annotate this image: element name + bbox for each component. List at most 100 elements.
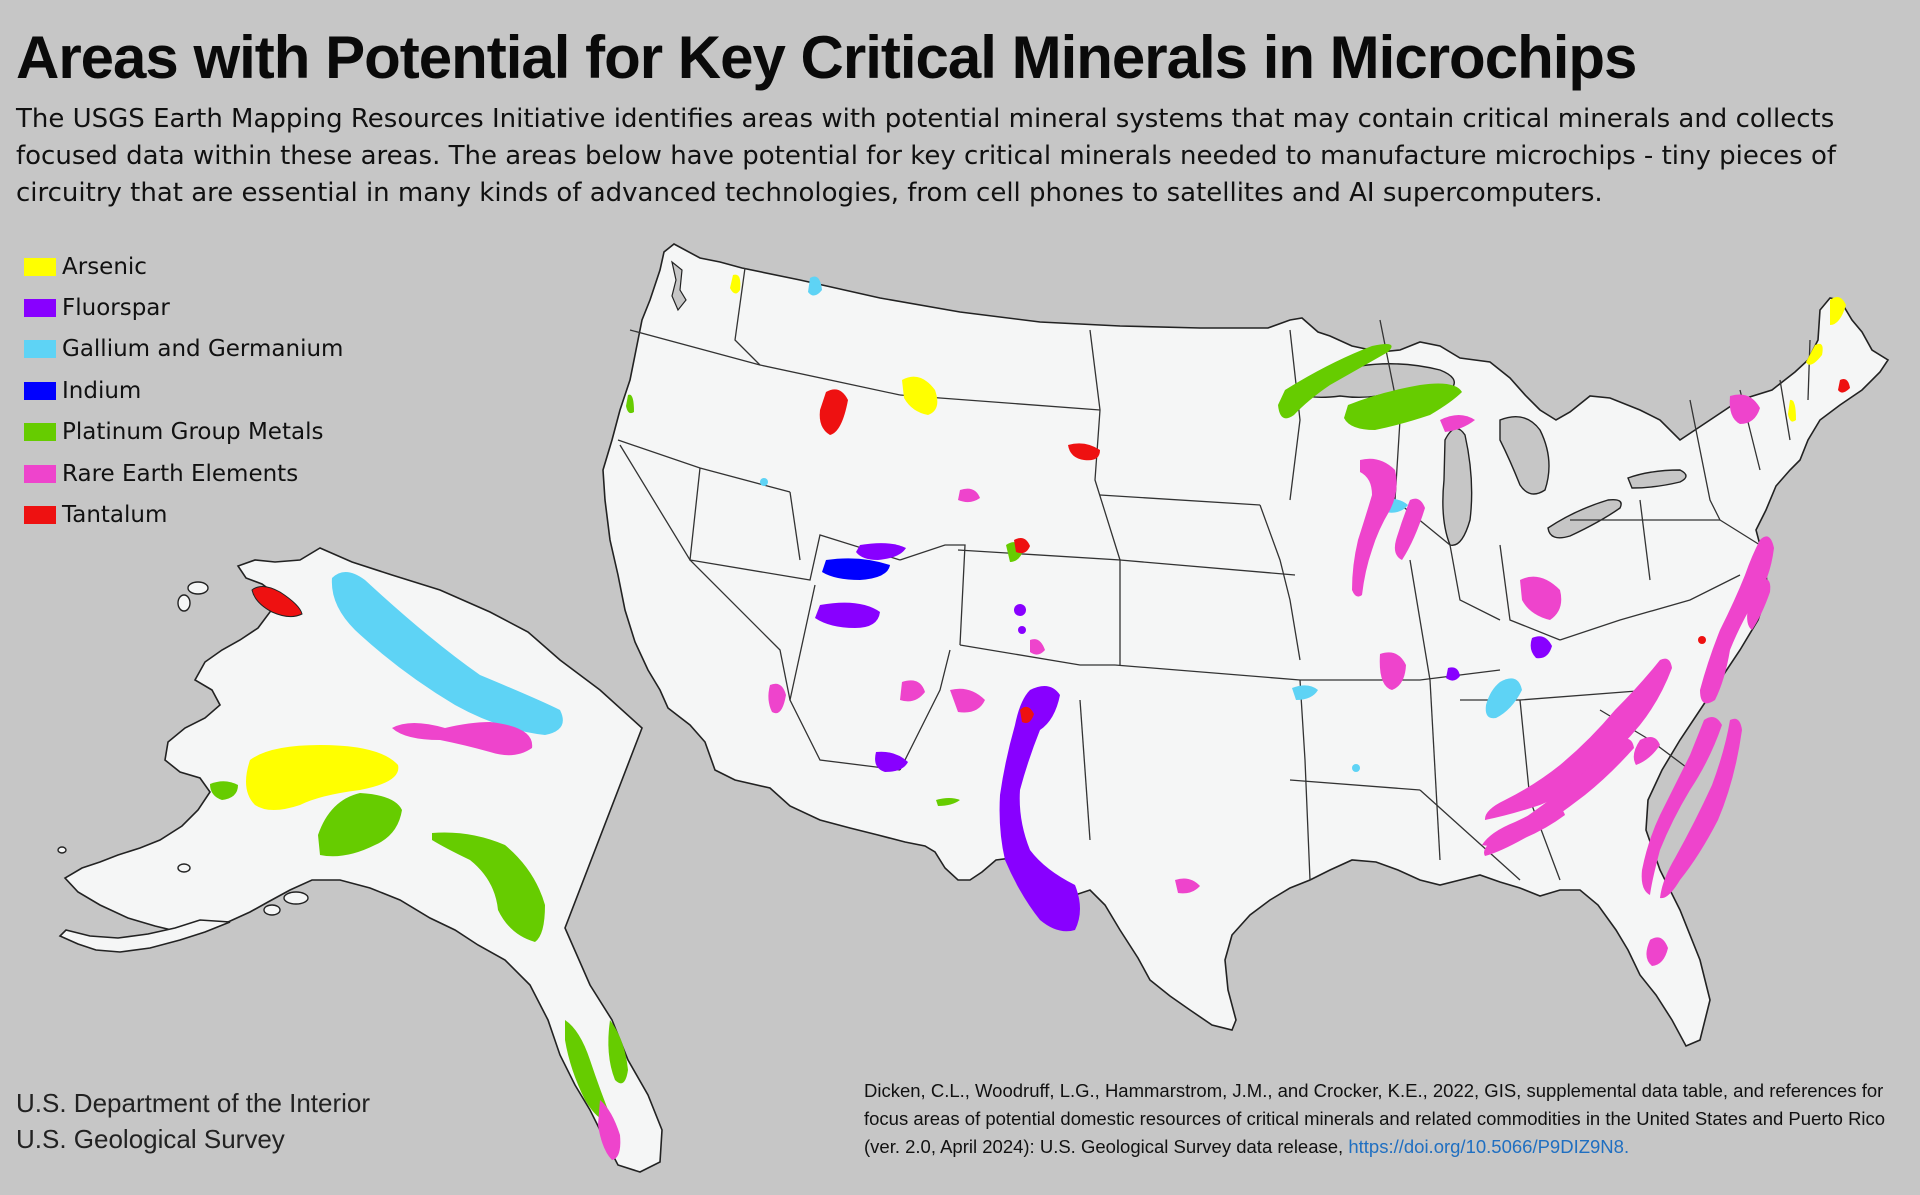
tantalum-area [1014,538,1030,554]
rare-earth-elements-area [1440,415,1475,432]
doi-link[interactable]: https://doi.org/10.5066/P9DIZ9N8. [1348,1136,1630,1157]
legend-item-fluorspar: Fluorspar [24,287,343,328]
gallium-germanium-area [1292,685,1318,700]
rare-earth-elements-area [1700,536,1774,704]
legend-item-rare-earth-elements: Rare Earth Elements [24,453,343,494]
rare-earth-elements-area [1646,937,1668,966]
fluorspar-area [999,686,1080,932]
platinum-group-metals-area [1344,383,1462,430]
fluorspar-area [1018,626,1026,634]
platinum-group-metals-area [565,1020,612,1121]
agency-survey: U.S. Geological Survey [16,1124,285,1154]
alaska-peninsula-chain [58,919,231,953]
legend-label: Fluorspar [62,295,170,322]
tantalum-area [1068,443,1100,461]
rare-earth-elements-area [1352,458,1397,597]
rare-earth-elements-area [768,683,786,714]
lake-ontario [1627,469,1687,489]
fluorspar-area [1530,636,1552,659]
great-lakes [1288,363,1687,546]
rare-earth-elements-area [1660,718,1742,899]
lake-huron [1499,416,1550,495]
data-citation: Dicken, C.L., Woodruff, L.G., Hammarstro… [864,1077,1904,1161]
legend-label: Gallium and Germanium [62,336,344,363]
arsenic-area [246,745,399,810]
legend-label: Arsenic [62,253,147,280]
legend-label: Indium [62,377,142,404]
agency-department: U.S. Department of the Interior [16,1088,371,1118]
platinum-group-metals-area [626,394,634,414]
rare-earth-elements-area [958,488,980,503]
rare-earth-elements-area [1729,394,1760,424]
tantalum-area [819,389,848,435]
gallium-germanium-area [1485,678,1522,719]
arsenic-area [1806,343,1823,365]
rare-earth-elements-area [1520,576,1562,620]
tantalum-area [251,586,303,618]
tantalum-area [1020,706,1034,723]
gallium-germanium-swatch [24,340,56,359]
indium-swatch [24,381,56,400]
arsenic-area [730,274,741,294]
rare-earth-elements-area [598,1100,621,1160]
gallium-germanium-area [1352,764,1360,772]
citation-text: Dicken, C.L., Woodruff, L.G., Hammarstro… [864,1080,1886,1157]
lake-michigan [1442,427,1473,546]
rare-earth-elements-area [1379,652,1406,690]
arsenic-area [902,376,938,415]
rare-earth-elements-area [1175,878,1200,894]
rare-earth-elements-area [950,688,985,713]
rare-earth-elements-swatch [24,464,56,483]
rare-earth-elements-area [1394,498,1425,560]
gallium-germanium-area [331,571,563,735]
tantalum-area [1698,636,1706,644]
platinum-group-metals-area [210,781,238,800]
platinum-group-metals-area [608,1020,628,1084]
platinum-group-metals-area [1278,344,1392,419]
platinum-group-metals-area [432,832,545,942]
puget-sound [671,260,687,312]
gallium-germanium-area [808,276,822,296]
fluorspar-area [1014,604,1026,616]
rare-earth-elements-area [1633,736,1660,765]
rare-earth-elements-area [900,680,925,702]
legend-label: Platinum Group Metals [62,419,324,446]
legend-item-gallium-germanium: Gallium and Germanium [24,329,343,370]
alaska-map [57,547,663,1173]
rare-earth-elements-area [1641,716,1722,895]
platinum-group-metals-area [318,793,402,857]
arsenic-swatch [24,257,56,276]
legend-label: Tantalum [62,502,168,529]
platinum-group-metals-swatch [24,423,56,442]
legend-label: Rare Earth Elements [62,460,299,487]
fluorspar-swatch [24,299,56,318]
gallium-germanium-area [760,478,768,486]
rare-earth-elements-area [1030,639,1045,655]
map-title: Areas with Potential for Key Critical Mi… [16,24,1637,91]
agency-credit: U.S. Department of the Interior U.S. Geo… [16,1085,370,1157]
fluorspar-area [815,602,880,628]
rare-earth-elements-area [392,722,533,756]
fluorspar-area [856,543,906,560]
alaska-landmass [63,547,663,1173]
rare-earth-elements-area [1747,578,1771,630]
aleutian-islands [57,581,309,916]
legend: Arsenic Fluorspar Gallium and Germanium … [24,246,343,536]
tantalum-area [1838,379,1850,393]
rare-earth-elements-area [1482,806,1565,846]
legend-item-platinum-group-metals: Platinum Group Metals [24,412,343,453]
map-description: The USGS Earth Mapping Resources Initiat… [16,104,1837,208]
arsenic-area [1830,296,1846,325]
fluorspar-area [1446,667,1460,681]
legend-item-tantalum: Tantalum [24,494,343,535]
platinum-group-metals-area [936,798,960,806]
tantalum-swatch [24,506,56,525]
legend-item-arsenic: Arsenic [24,246,343,287]
us-mainland-map [602,243,1890,1048]
legend-item-indium: Indium [24,370,343,411]
arsenic-area [1788,399,1796,422]
conterminous-us-landmass [602,243,1890,1048]
lake-erie [1547,498,1622,539]
rare-earth-elements-area [1484,658,1672,820]
